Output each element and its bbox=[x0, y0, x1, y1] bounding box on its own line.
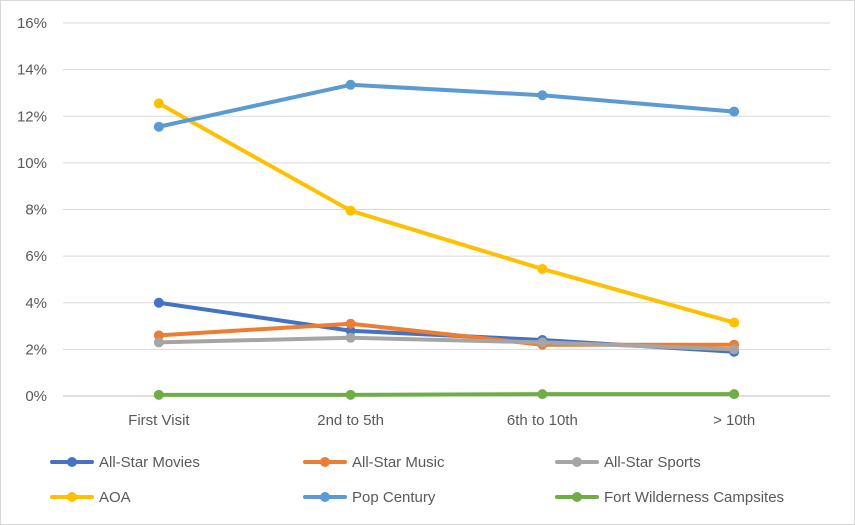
legend-swatch-marker bbox=[320, 492, 330, 502]
legend-swatch-marker bbox=[320, 457, 330, 467]
y-tick-label: 12% bbox=[17, 108, 47, 125]
legend-label: All-Star Movies bbox=[99, 454, 200, 471]
series-line bbox=[156, 82, 737, 129]
data-point bbox=[153, 297, 164, 308]
data-point bbox=[729, 106, 740, 117]
series-line bbox=[156, 392, 737, 397]
data-point bbox=[345, 205, 356, 216]
legend-label: All-Star Sports bbox=[604, 454, 701, 471]
legend-label: AOA bbox=[99, 489, 131, 506]
y-tick-label: 14% bbox=[17, 62, 47, 79]
data-point bbox=[345, 389, 356, 400]
y-tick-label: 10% bbox=[17, 155, 47, 172]
data-point bbox=[345, 325, 356, 336]
data-point bbox=[345, 332, 356, 343]
y-tick-label: 8% bbox=[25, 202, 47, 219]
x-tick-label: 2nd to 5th bbox=[317, 412, 384, 429]
data-point bbox=[153, 389, 164, 400]
x-tick-label: First Visit bbox=[128, 412, 190, 429]
data-point bbox=[345, 79, 356, 90]
data-point bbox=[537, 263, 548, 274]
legend-swatch-marker bbox=[67, 492, 77, 502]
data-point bbox=[153, 121, 164, 132]
legend-label: Pop Century bbox=[352, 489, 436, 506]
data-point bbox=[729, 389, 740, 400]
data-point bbox=[537, 389, 548, 400]
x-tick-label: 6th to 10th bbox=[507, 412, 578, 429]
y-tick-label: 6% bbox=[25, 248, 47, 265]
legend-swatch-marker bbox=[572, 457, 582, 467]
data-point bbox=[153, 337, 164, 348]
y-tick-label: 0% bbox=[25, 388, 47, 405]
data-point bbox=[729, 344, 740, 355]
x-tick-label: > 10th bbox=[713, 412, 755, 429]
legend-swatch-marker bbox=[67, 457, 77, 467]
data-point bbox=[537, 90, 548, 101]
data-point bbox=[153, 98, 164, 109]
data-point bbox=[345, 318, 356, 329]
y-tick-label: 4% bbox=[25, 295, 47, 312]
series-line bbox=[156, 101, 737, 325]
data-point bbox=[729, 317, 740, 328]
series-line bbox=[156, 335, 737, 352]
legend-label: Fort Wilderness Campsites bbox=[604, 489, 784, 506]
data-point bbox=[153, 330, 164, 341]
legend-label: All-Star Music bbox=[352, 454, 445, 471]
y-tick-label: 16% bbox=[17, 15, 47, 32]
data-point bbox=[537, 337, 548, 348]
legend-swatch-marker bbox=[572, 492, 582, 502]
y-tick-label: 2% bbox=[25, 341, 47, 358]
